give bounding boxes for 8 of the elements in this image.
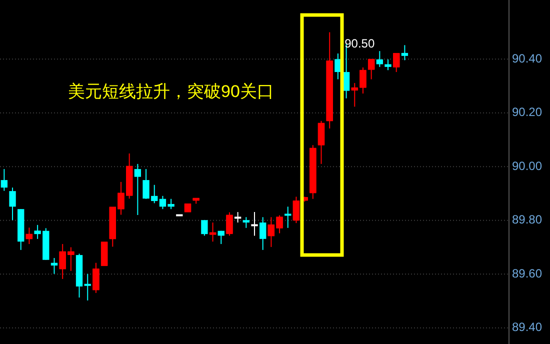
y-tick-label: 90.20	[512, 105, 542, 120]
y-tick-label: 90.00	[512, 158, 542, 173]
annotation: 美元短线拉升，突破90关口	[68, 82, 274, 101]
annotation: 90.50	[344, 36, 375, 50]
y-tick-label: 89.40	[512, 320, 542, 334]
y-tick-label: 89.80	[512, 212, 542, 227]
y-tick-label: 89.60	[512, 266, 542, 280]
y-tick-label: 90.40	[512, 51, 542, 66]
